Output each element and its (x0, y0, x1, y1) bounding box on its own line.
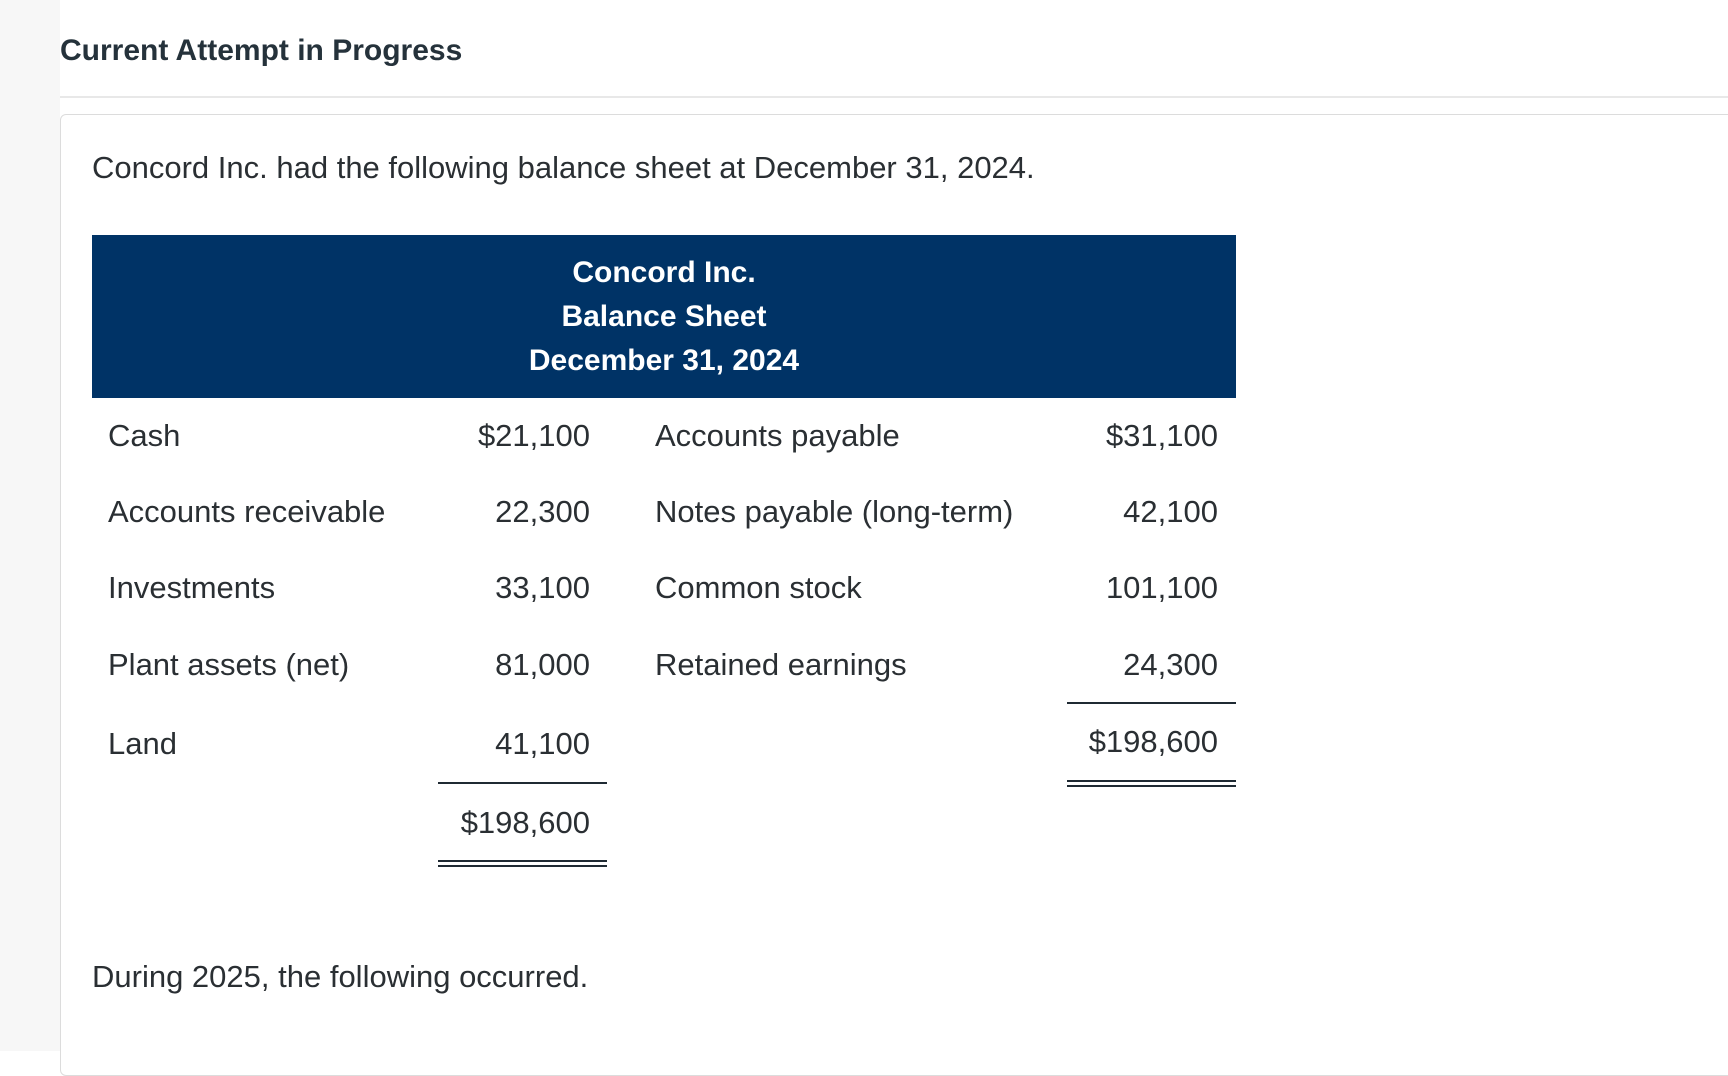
balance-sheet-header: Concord Inc. Balance Sheet December 31, … (92, 235, 1236, 398)
asset-amount: 22,300 (495, 494, 590, 529)
assets-subtotal-rule (438, 782, 607, 784)
left-gutter (0, 0, 60, 1051)
asset-label: Accounts receivable (108, 494, 386, 529)
question-outro: During 2025, the following occurred. (92, 959, 589, 994)
asset-label: Cash (108, 418, 181, 453)
liabilities-subtotal-rule (1067, 702, 1236, 704)
asset-label: Land (108, 726, 177, 761)
assets-total-double-rule (438, 860, 607, 867)
liability-equity-amount: 101,100 (1105, 570, 1218, 605)
asset-amount: 33,100 (495, 570, 590, 605)
asset-amount: $21,100 (477, 418, 590, 453)
liability-equity-amount: $31,100 (1105, 418, 1218, 453)
attempt-status-title: Current Attempt in Progress (60, 34, 463, 67)
liability-equity-label: Common stock (655, 570, 862, 605)
asset-amount: 81,000 (495, 647, 590, 682)
statement-name: Balance Sheet (561, 300, 767, 333)
header-divider (60, 96, 1728, 98)
liabilities-total-double-rule (1067, 780, 1236, 787)
company-name: Concord Inc. (572, 256, 756, 289)
asset-label: Plant assets (net) (108, 647, 350, 682)
asset-label: Investments (108, 570, 276, 605)
assets-total: $198,600 (460, 805, 590, 840)
question-intro: Concord Inc. had the following balance s… (92, 150, 1035, 185)
liability-equity-label: Accounts payable (655, 418, 900, 453)
liability-equity-label: Notes payable (long-term) (655, 494, 1014, 529)
asset-amount: 41,100 (495, 726, 590, 761)
liability-equity-label: Retained earnings (655, 647, 907, 682)
liabilities-equity-total: $198,600 (1088, 724, 1218, 759)
liability-equity-amount: 24,300 (1123, 647, 1218, 682)
liability-equity-amount: 42,100 (1123, 494, 1218, 529)
statement-date: December 31, 2024 (528, 344, 800, 377)
